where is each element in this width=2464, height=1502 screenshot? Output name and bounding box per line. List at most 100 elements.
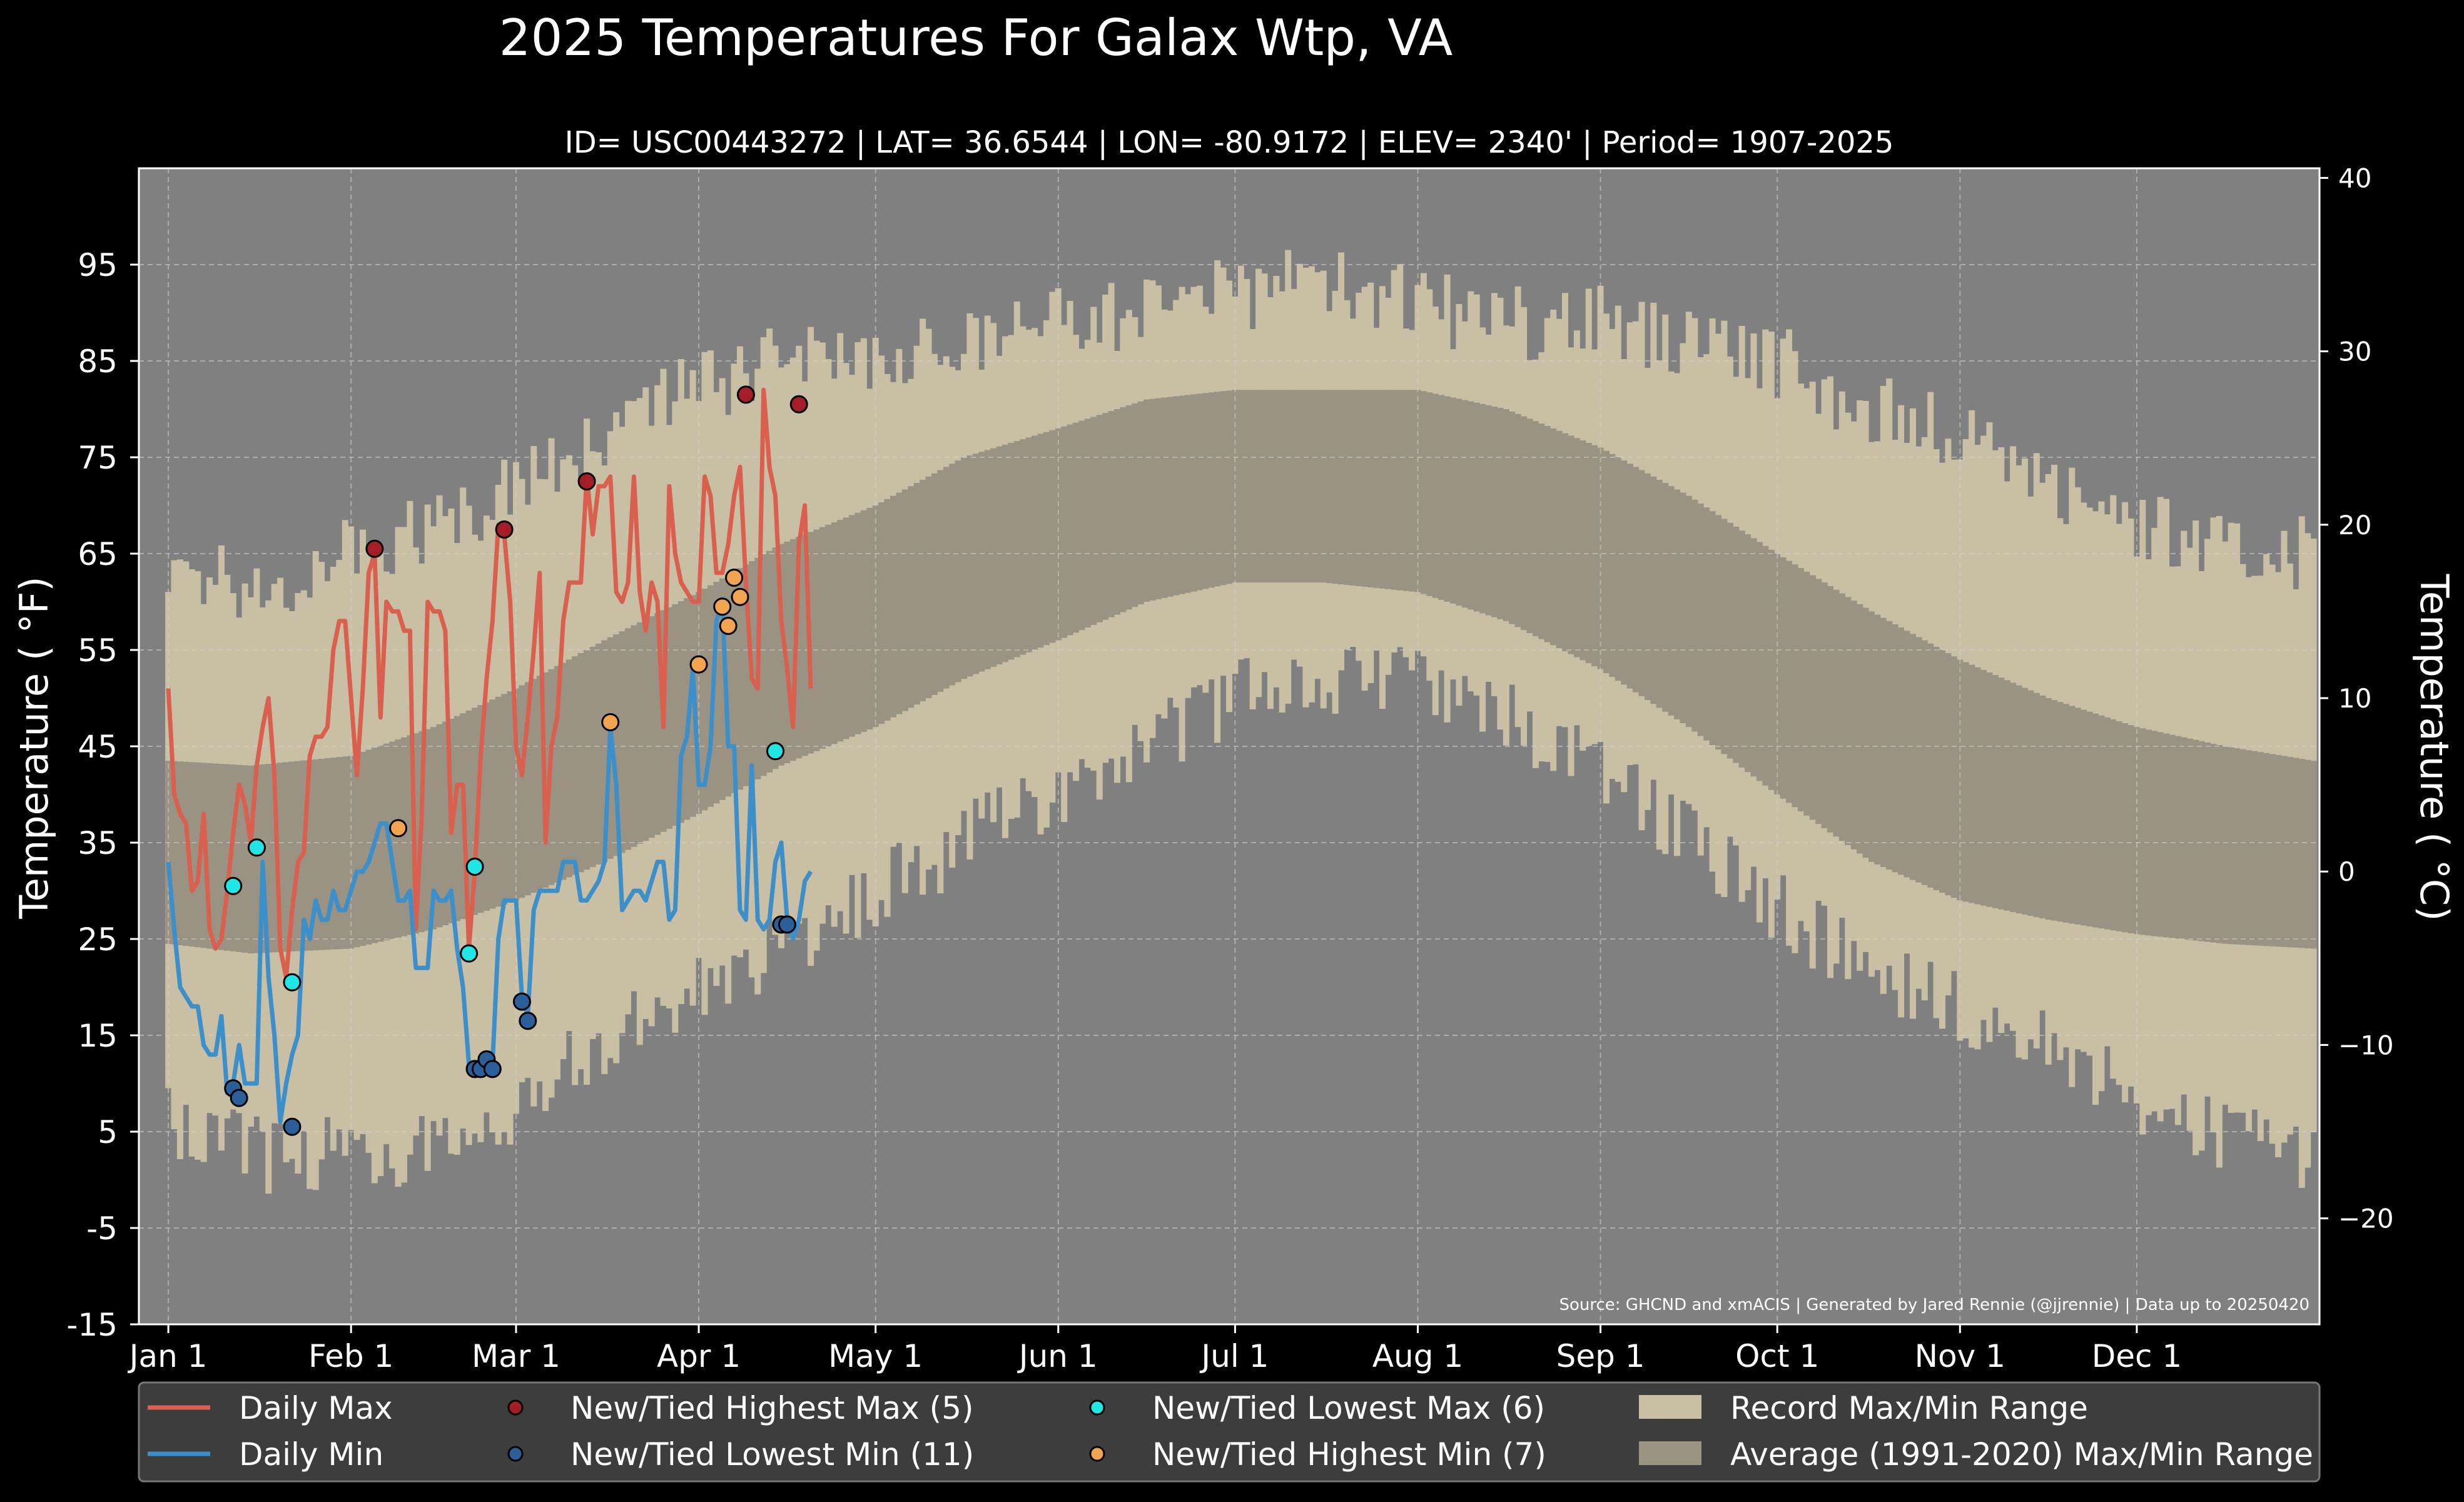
normal-range-bar: [1473, 402, 1480, 612]
normal-range-bar: [860, 510, 867, 732]
normal-range-bar: [1025, 437, 1032, 652]
normal-range-bar: [2275, 754, 2282, 947]
normal-range-bar: [2251, 751, 2258, 946]
normal-range-bar: [920, 479, 926, 702]
normal-range-bar: [1845, 597, 1852, 845]
normal-range-bar: [2228, 747, 2234, 945]
normal-range-bar: [619, 631, 626, 853]
normal-range-bar: [1998, 677, 2005, 910]
normal-range-bar: [1420, 391, 1427, 594]
normal-range-bar: [218, 764, 225, 950]
normal-range-bar: [495, 696, 502, 907]
normal-range-bar: [1838, 593, 1845, 841]
normal-range-bar: [731, 571, 738, 793]
y-right-tick-label: 40: [2338, 163, 2371, 193]
normal-range-bar: [1786, 561, 1793, 803]
record-marker-point: [719, 617, 738, 635]
normal-range-bar: [1862, 607, 1869, 858]
legend-label: New/Tied Highest Max (5): [570, 1390, 974, 1426]
normal-range-bar: [324, 758, 331, 950]
normal-range-bar: [1633, 467, 1640, 693]
normal-range-bar: [1267, 390, 1274, 583]
normal-range-bar: [2186, 738, 2193, 940]
normal-range-bar: [524, 682, 531, 896]
y-tick-label: 65: [78, 536, 118, 572]
normal-range-bar: [1273, 390, 1280, 583]
normal-range-bar: [501, 694, 508, 905]
normal-range-bar: [2098, 715, 2105, 929]
record-marker-point: [689, 655, 708, 674]
normal-range-bar: [1084, 419, 1091, 628]
normal-range-bar: [2234, 748, 2241, 945]
normal-range-bar: [1721, 519, 1728, 754]
normal-range-bar: [1008, 442, 1015, 660]
normal-range-bar: [2004, 680, 2010, 911]
x-tick-label: Nov 1: [1915, 1338, 2005, 1374]
normal-range-bar: [1703, 507, 1710, 741]
normal-range-bar: [1980, 669, 1987, 906]
x-tick-label: Jun 1: [1017, 1338, 1098, 1374]
normal-range-bar: [507, 691, 514, 903]
normal-range-bar: [2010, 682, 2017, 912]
normal-range-bar: [961, 457, 968, 679]
normal-range-bar: [1450, 397, 1457, 604]
x-tick-label: Dec 1: [2092, 1338, 2182, 1374]
record-marker-point: [230, 1088, 248, 1107]
normal-range-bar: [1809, 575, 1816, 820]
normal-range-bar: [1521, 416, 1528, 631]
normal-range-bar: [2127, 725, 2134, 933]
normal-range-bar: [1302, 390, 1309, 583]
normal-range-bar: [1892, 624, 1899, 873]
normal-range-bar: [801, 534, 808, 756]
normal-range-bar: [395, 739, 402, 938]
normal-range-bar: [1037, 434, 1044, 648]
normal-range-bar: [2222, 746, 2229, 944]
normal-range-bar: [483, 702, 490, 911]
legend-dot-swatch: [507, 1399, 524, 1416]
normal-range-bar: [560, 662, 567, 880]
normal-range-bar: [1733, 526, 1740, 763]
normal-range-bar: [188, 762, 195, 947]
normal-range-bar: [536, 676, 543, 890]
x-tick-label: Apr 1: [657, 1338, 741, 1374]
y-tick-label: -5: [86, 1210, 118, 1247]
normal-range-bar: [1969, 664, 1975, 903]
normal-range-bar: [1055, 428, 1062, 641]
normal-range-bar: [831, 522, 838, 744]
normal-range-bar: [713, 582, 720, 804]
normal-range-bar: [654, 613, 661, 835]
normal-range-bar: [1709, 511, 1716, 745]
normal-range-bar: [1196, 393, 1203, 591]
normal-range-bar: [1073, 422, 1080, 633]
normal-range-bar: [1591, 445, 1598, 666]
daily-max-line: [166, 387, 813, 980]
normal-range-bar: [1367, 390, 1374, 587]
normal-range-bar: [837, 520, 844, 742]
normal-range-bar: [1538, 424, 1545, 639]
record-marker-point: [577, 472, 596, 490]
normal-range-bar: [1379, 390, 1386, 589]
normal-range-bar: [2269, 754, 2276, 946]
record-marker-point: [283, 973, 302, 992]
normal-range-bar: [2021, 688, 2028, 915]
normal-range-bar: [1650, 476, 1657, 704]
normal-range-bar: [2133, 727, 2140, 935]
normal-range-bar: [1556, 430, 1563, 649]
normal-range-bar: [1514, 414, 1521, 627]
normal-range-bar: [288, 761, 295, 951]
normal-range-bar: [648, 616, 655, 838]
record-marker-point: [365, 539, 384, 558]
normal-range-bar: [1297, 390, 1304, 583]
normal-range-bar: [878, 502, 885, 724]
normal-range-bar: [1137, 401, 1144, 605]
normal-range-bar: [743, 564, 749, 786]
normal-range-bar: [1626, 464, 1633, 689]
normal-range-bar: [430, 727, 437, 930]
normal-range-bar: [1880, 617, 1887, 868]
normal-range-bar: [631, 625, 637, 847]
normal-range-bar: [996, 446, 1003, 665]
legend-label: Daily Max: [239, 1390, 393, 1426]
normal-range-bar: [2015, 685, 2022, 913]
normal-range-bar: [1426, 392, 1433, 596]
normal-range-bar: [1113, 409, 1120, 615]
